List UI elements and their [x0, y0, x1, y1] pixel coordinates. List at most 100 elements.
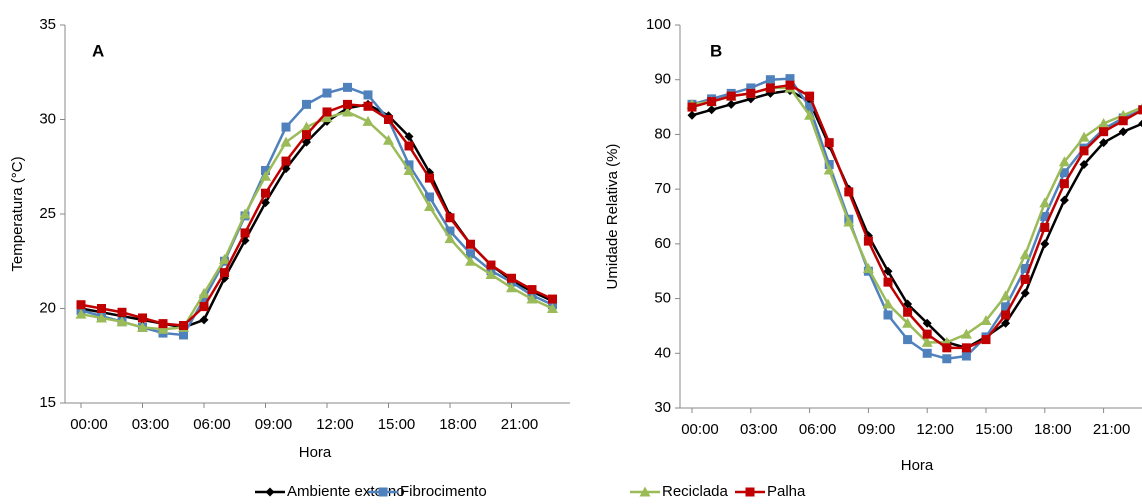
marker — [265, 487, 275, 497]
marker — [1099, 138, 1109, 148]
x-tick-label: 06:00 — [799, 421, 837, 438]
marker — [322, 88, 332, 98]
x-tick-label: 12:00 — [316, 416, 354, 433]
x-tick-label: 15:00 — [378, 416, 416, 433]
marker — [362, 115, 374, 126]
marker — [1040, 222, 1050, 232]
marker — [158, 319, 168, 329]
marker — [384, 115, 393, 124]
legend-label: Reciclada — [662, 483, 729, 500]
marker — [1020, 288, 1030, 298]
x-tick-label: 09:00 — [858, 421, 896, 438]
marker — [765, 75, 775, 85]
x-tick-label: 21:00 — [501, 416, 539, 433]
y-tick-label: 70 — [654, 180, 671, 197]
series-line — [80, 110, 554, 331]
marker — [404, 141, 414, 151]
marker — [863, 236, 873, 246]
y-axis-label: Umidade Relativa (%) — [604, 144, 621, 290]
marker — [883, 277, 893, 287]
marker — [199, 302, 209, 312]
marker — [445, 213, 455, 223]
x-axis-label: Hora — [299, 444, 332, 461]
marker — [805, 102, 815, 112]
marker — [805, 91, 815, 101]
marker — [343, 99, 352, 109]
marker — [444, 233, 456, 244]
marker — [198, 287, 210, 298]
marker — [261, 166, 270, 176]
marker — [1099, 127, 1109, 137]
marker — [240, 228, 250, 238]
y-axis-label: Temperatura (°C) — [9, 156, 26, 271]
y-tick-label: 60 — [654, 235, 671, 252]
marker — [922, 329, 932, 339]
y-tick-label: 35 — [39, 16, 56, 33]
marker — [707, 97, 717, 107]
marker — [921, 336, 933, 347]
marker — [424, 200, 435, 211]
marker — [302, 130, 311, 140]
marker — [902, 317, 914, 328]
x-tick-label: 21:00 — [1093, 421, 1131, 438]
marker — [342, 106, 353, 117]
marker — [261, 188, 270, 198]
marker — [1039, 197, 1051, 208]
x-tick-label: 09:00 — [255, 416, 293, 433]
x-tick-label: 00:00 — [70, 416, 108, 433]
legend-label: Palha — [767, 483, 806, 500]
marker — [179, 321, 188, 331]
marker — [302, 99, 311, 109]
y-tick-label: 100 — [646, 16, 671, 33]
marker — [1040, 239, 1050, 249]
marker — [138, 313, 147, 323]
marker — [882, 298, 894, 309]
marker — [883, 266, 893, 276]
marker — [687, 102, 697, 112]
marker — [137, 321, 148, 332]
series-line — [691, 86, 1142, 344]
marker — [1059, 195, 1069, 205]
marker — [1020, 263, 1030, 273]
marker — [96, 312, 107, 323]
marker — [1000, 290, 1012, 301]
marker — [687, 110, 697, 120]
x-tick-label: 15:00 — [975, 421, 1013, 438]
marker — [785, 80, 795, 90]
marker — [220, 268, 229, 278]
marker — [465, 255, 476, 266]
marker — [466, 249, 475, 259]
marker — [301, 121, 312, 132]
marker — [903, 307, 913, 317]
marker — [862, 262, 874, 273]
marker — [903, 299, 913, 309]
marker — [960, 328, 972, 339]
x-tick-label: 12:00 — [916, 421, 954, 438]
marker — [745, 487, 755, 497]
marker — [824, 138, 834, 148]
marker — [823, 164, 835, 175]
marker — [1138, 119, 1142, 128]
marker — [981, 335, 991, 345]
marker — [280, 136, 292, 147]
marker — [116, 316, 128, 327]
marker — [639, 486, 651, 497]
marker — [1001, 318, 1011, 328]
marker — [1020, 274, 1030, 284]
marker — [1078, 131, 1090, 142]
x-tick-label: 00:00 — [681, 421, 719, 438]
marker — [117, 307, 127, 317]
marker — [199, 315, 209, 325]
marker — [883, 310, 893, 320]
y-tick-label: 20 — [39, 299, 56, 316]
marker — [980, 314, 992, 325]
marker — [1040, 212, 1050, 221]
marker — [261, 198, 270, 208]
marker — [942, 354, 952, 364]
legend-label: Fibrocimento — [400, 483, 487, 500]
marker — [466, 239, 475, 249]
marker — [707, 105, 717, 115]
marker — [485, 268, 497, 279]
marker — [383, 134, 394, 145]
marker — [97, 304, 106, 313]
